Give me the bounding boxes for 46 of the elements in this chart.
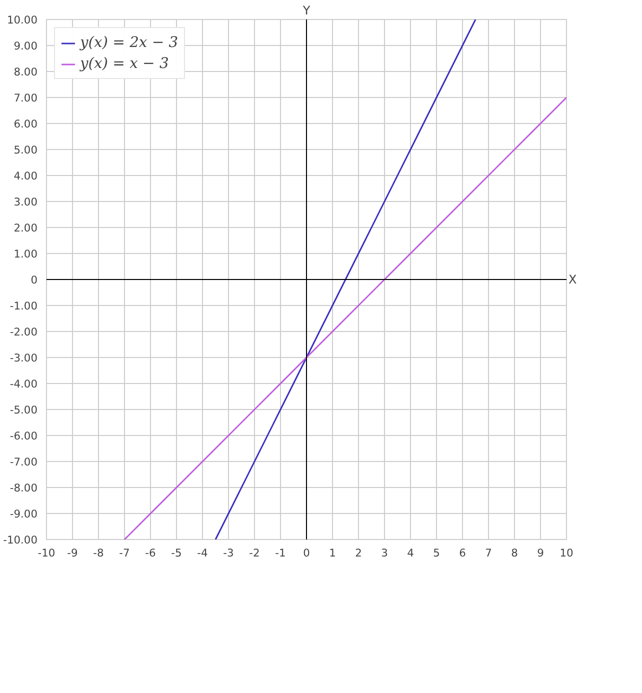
y-tick-label: 0 bbox=[30, 274, 38, 286]
y-tick-label: 6.00 bbox=[14, 118, 38, 130]
x-tick-label: 4 bbox=[407, 546, 414, 560]
x-tick-label: 8 bbox=[511, 546, 518, 560]
x-tick-label: 2 bbox=[355, 546, 362, 560]
y-tick-label: 4.00 bbox=[14, 170, 38, 182]
legend-label: y(x) = x − 3 bbox=[80, 55, 169, 72]
x-tick-label: -8 bbox=[93, 546, 104, 560]
x-tick-label: 1 bbox=[329, 546, 336, 560]
y-tick-label: 8.00 bbox=[14, 66, 38, 78]
x-tick-label: 9 bbox=[537, 546, 544, 560]
y-tick-label: -2.00 bbox=[10, 326, 38, 338]
x-axis-title: X bbox=[568, 272, 577, 286]
y-tick-label: 2.00 bbox=[14, 222, 38, 234]
y-tick-label: -6.00 bbox=[10, 430, 38, 442]
x-tick-label: 7 bbox=[485, 546, 492, 560]
x-tick-label: -1 bbox=[275, 546, 286, 560]
x-tick-label: -7 bbox=[119, 546, 130, 560]
y-tick-label: -9.00 bbox=[10, 508, 38, 520]
x-tick-label: -2 bbox=[249, 546, 260, 560]
x-tick-label: 6 bbox=[459, 546, 466, 560]
y-tick-label: 9.00 bbox=[14, 40, 38, 52]
legend-label: y(x) = 2x − 3 bbox=[80, 34, 178, 51]
x-tick-label: -6 bbox=[145, 546, 156, 560]
x-tick-label: 3 bbox=[381, 546, 388, 560]
y-tick-label: -7.00 bbox=[10, 456, 38, 468]
y-tick-label: -3.00 bbox=[10, 352, 38, 364]
y-tick-label: -4.00 bbox=[10, 378, 38, 390]
y-tick-label: 7.00 bbox=[14, 92, 38, 104]
x-tick-label: 0 bbox=[303, 546, 310, 560]
x-tick-label: -10 bbox=[38, 546, 56, 560]
y-tick-label: 10.00 bbox=[6, 14, 38, 26]
x-tick-label: -4 bbox=[197, 546, 208, 560]
y-tick-label: -1.00 bbox=[10, 300, 38, 312]
x-tick-label: -9 bbox=[67, 546, 78, 560]
x-tick-label: -5 bbox=[171, 546, 182, 560]
y-tick-label: -8.00 bbox=[10, 482, 38, 494]
y-tick-label: 1.00 bbox=[14, 248, 38, 260]
x-tick-label: -3 bbox=[223, 546, 234, 560]
y-tick-label: -10.00 bbox=[3, 534, 38, 546]
x-tick-label: 5 bbox=[433, 546, 440, 560]
y-tick-label: 5.00 bbox=[14, 144, 38, 156]
y-tick-label: 3.00 bbox=[14, 196, 38, 208]
x-tick-label: 10 bbox=[560, 546, 574, 560]
y-axis-title: Y bbox=[302, 4, 311, 18]
y-tick-label: -5.00 bbox=[10, 404, 38, 416]
